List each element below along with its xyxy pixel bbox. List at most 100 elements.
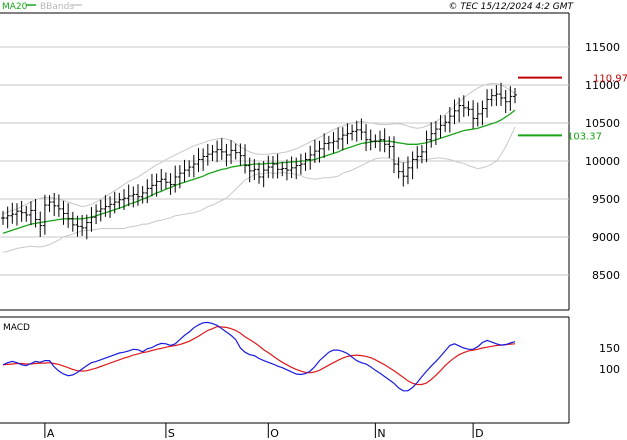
price-bar [378, 130, 383, 152]
price-bar [373, 134, 378, 149]
price-y-axis: 11500 11000 10500 10000 9500 9000 8500 [585, 41, 620, 282]
price-bar [28, 201, 33, 226]
price-bar [233, 143, 238, 160]
copyright-timestamp: © TEC 15/12/2024 4:2 GMT [448, 2, 574, 12]
price-bar [494, 85, 499, 106]
price-bar [210, 145, 215, 161]
price-bar [396, 157, 401, 179]
price-bar [503, 89, 508, 114]
price-bar [401, 162, 406, 187]
macd-y-axis: 150 100 [599, 342, 620, 376]
macd-label: MACD [3, 323, 30, 333]
price-bar [94, 204, 99, 225]
price-bar [103, 195, 108, 217]
price-bar [98, 199, 103, 222]
price-bar [173, 165, 178, 193]
price-bar [252, 159, 257, 180]
price-bar [154, 173, 159, 197]
price-bar [168, 173, 173, 195]
price-bar [42, 194, 47, 235]
price-bar [75, 215, 80, 237]
price-bar [429, 122, 434, 148]
price-bar [238, 143, 243, 166]
chart-header: MA20 BBands © TEC 15/12/2024 4:2 GMT [2, 2, 574, 12]
price-bar [89, 206, 94, 232]
price-bar [364, 124, 369, 152]
price-bar [52, 192, 57, 217]
price-bar [289, 156, 294, 179]
price-bar [419, 145, 424, 164]
price-bar [499, 82, 504, 106]
price-bar [122, 189, 127, 211]
price-bar [182, 159, 187, 183]
price-bar [359, 118, 364, 141]
price-tick-label: 8500 [592, 269, 620, 282]
price-tick-label: 10000 [585, 155, 620, 168]
price-bar [382, 128, 387, 153]
price-tick-label: 9000 [592, 231, 620, 244]
x-tick-label: N [377, 427, 385, 440]
x-tick-label: O [270, 427, 279, 440]
price-bar [471, 100, 476, 129]
macd-tick-label: 150 [599, 342, 620, 355]
price-bar [1, 211, 5, 225]
price-bar [443, 115, 448, 133]
price-bar [336, 127, 341, 150]
price-bar [466, 100, 471, 117]
price-bar [196, 148, 201, 173]
price-bar [308, 145, 313, 170]
bb-lower-line [2, 126, 516, 253]
price-bar [317, 140, 322, 163]
price-levels: 110.97 103.37 [518, 74, 627, 142]
price-bar [187, 160, 192, 177]
price-bar [140, 186, 145, 204]
price-bar [108, 196, 113, 218]
price-bar [461, 95, 466, 117]
support-label: 103.37 [567, 131, 602, 142]
price-bar [280, 161, 285, 177]
price-bar [387, 136, 392, 158]
price-bar [247, 157, 252, 183]
price-tick-label: 11500 [585, 41, 620, 54]
price-bar [56, 194, 61, 217]
bb-upper-line [2, 83, 516, 215]
price-bar [480, 100, 485, 126]
price-bar [159, 168, 164, 191]
price-bar [215, 140, 220, 163]
price-bar [38, 211, 43, 237]
price-bar [24, 205, 29, 222]
price-bar [191, 154, 196, 178]
price-bar [368, 129, 373, 151]
price-tick-label: 9500 [592, 193, 620, 206]
ma20-legend-label: MA20 [2, 2, 28, 12]
price-bar [312, 139, 317, 163]
price-bar [131, 186, 136, 208]
price-tick-label: 11000 [585, 79, 620, 92]
price-bar [275, 153, 280, 179]
price-bar [201, 148, 206, 171]
price-bar [33, 199, 38, 228]
price-bar [424, 130, 429, 163]
price-bar [261, 161, 266, 188]
price-bar [391, 136, 396, 174]
macd-line [2, 321, 516, 392]
x-tick-label: S [168, 427, 175, 440]
price-bar [438, 115, 443, 139]
macd-panel: MACD 150 100 [0, 316, 620, 424]
price-bar [326, 135, 331, 151]
price-bar [447, 107, 452, 133]
price-bar [66, 203, 71, 228]
price-bar [457, 97, 462, 123]
macd-tick-label: 100 [599, 363, 620, 376]
price-bar [177, 165, 182, 189]
price-bar [257, 162, 261, 184]
macd-lines [2, 321, 516, 392]
x-tick-label: A [47, 427, 55, 440]
price-bar [14, 203, 19, 226]
price-bar [70, 211, 75, 232]
price-bar [303, 152, 308, 171]
price-bar [47, 195, 52, 212]
price-bar [224, 143, 229, 167]
price-bar [270, 156, 275, 179]
